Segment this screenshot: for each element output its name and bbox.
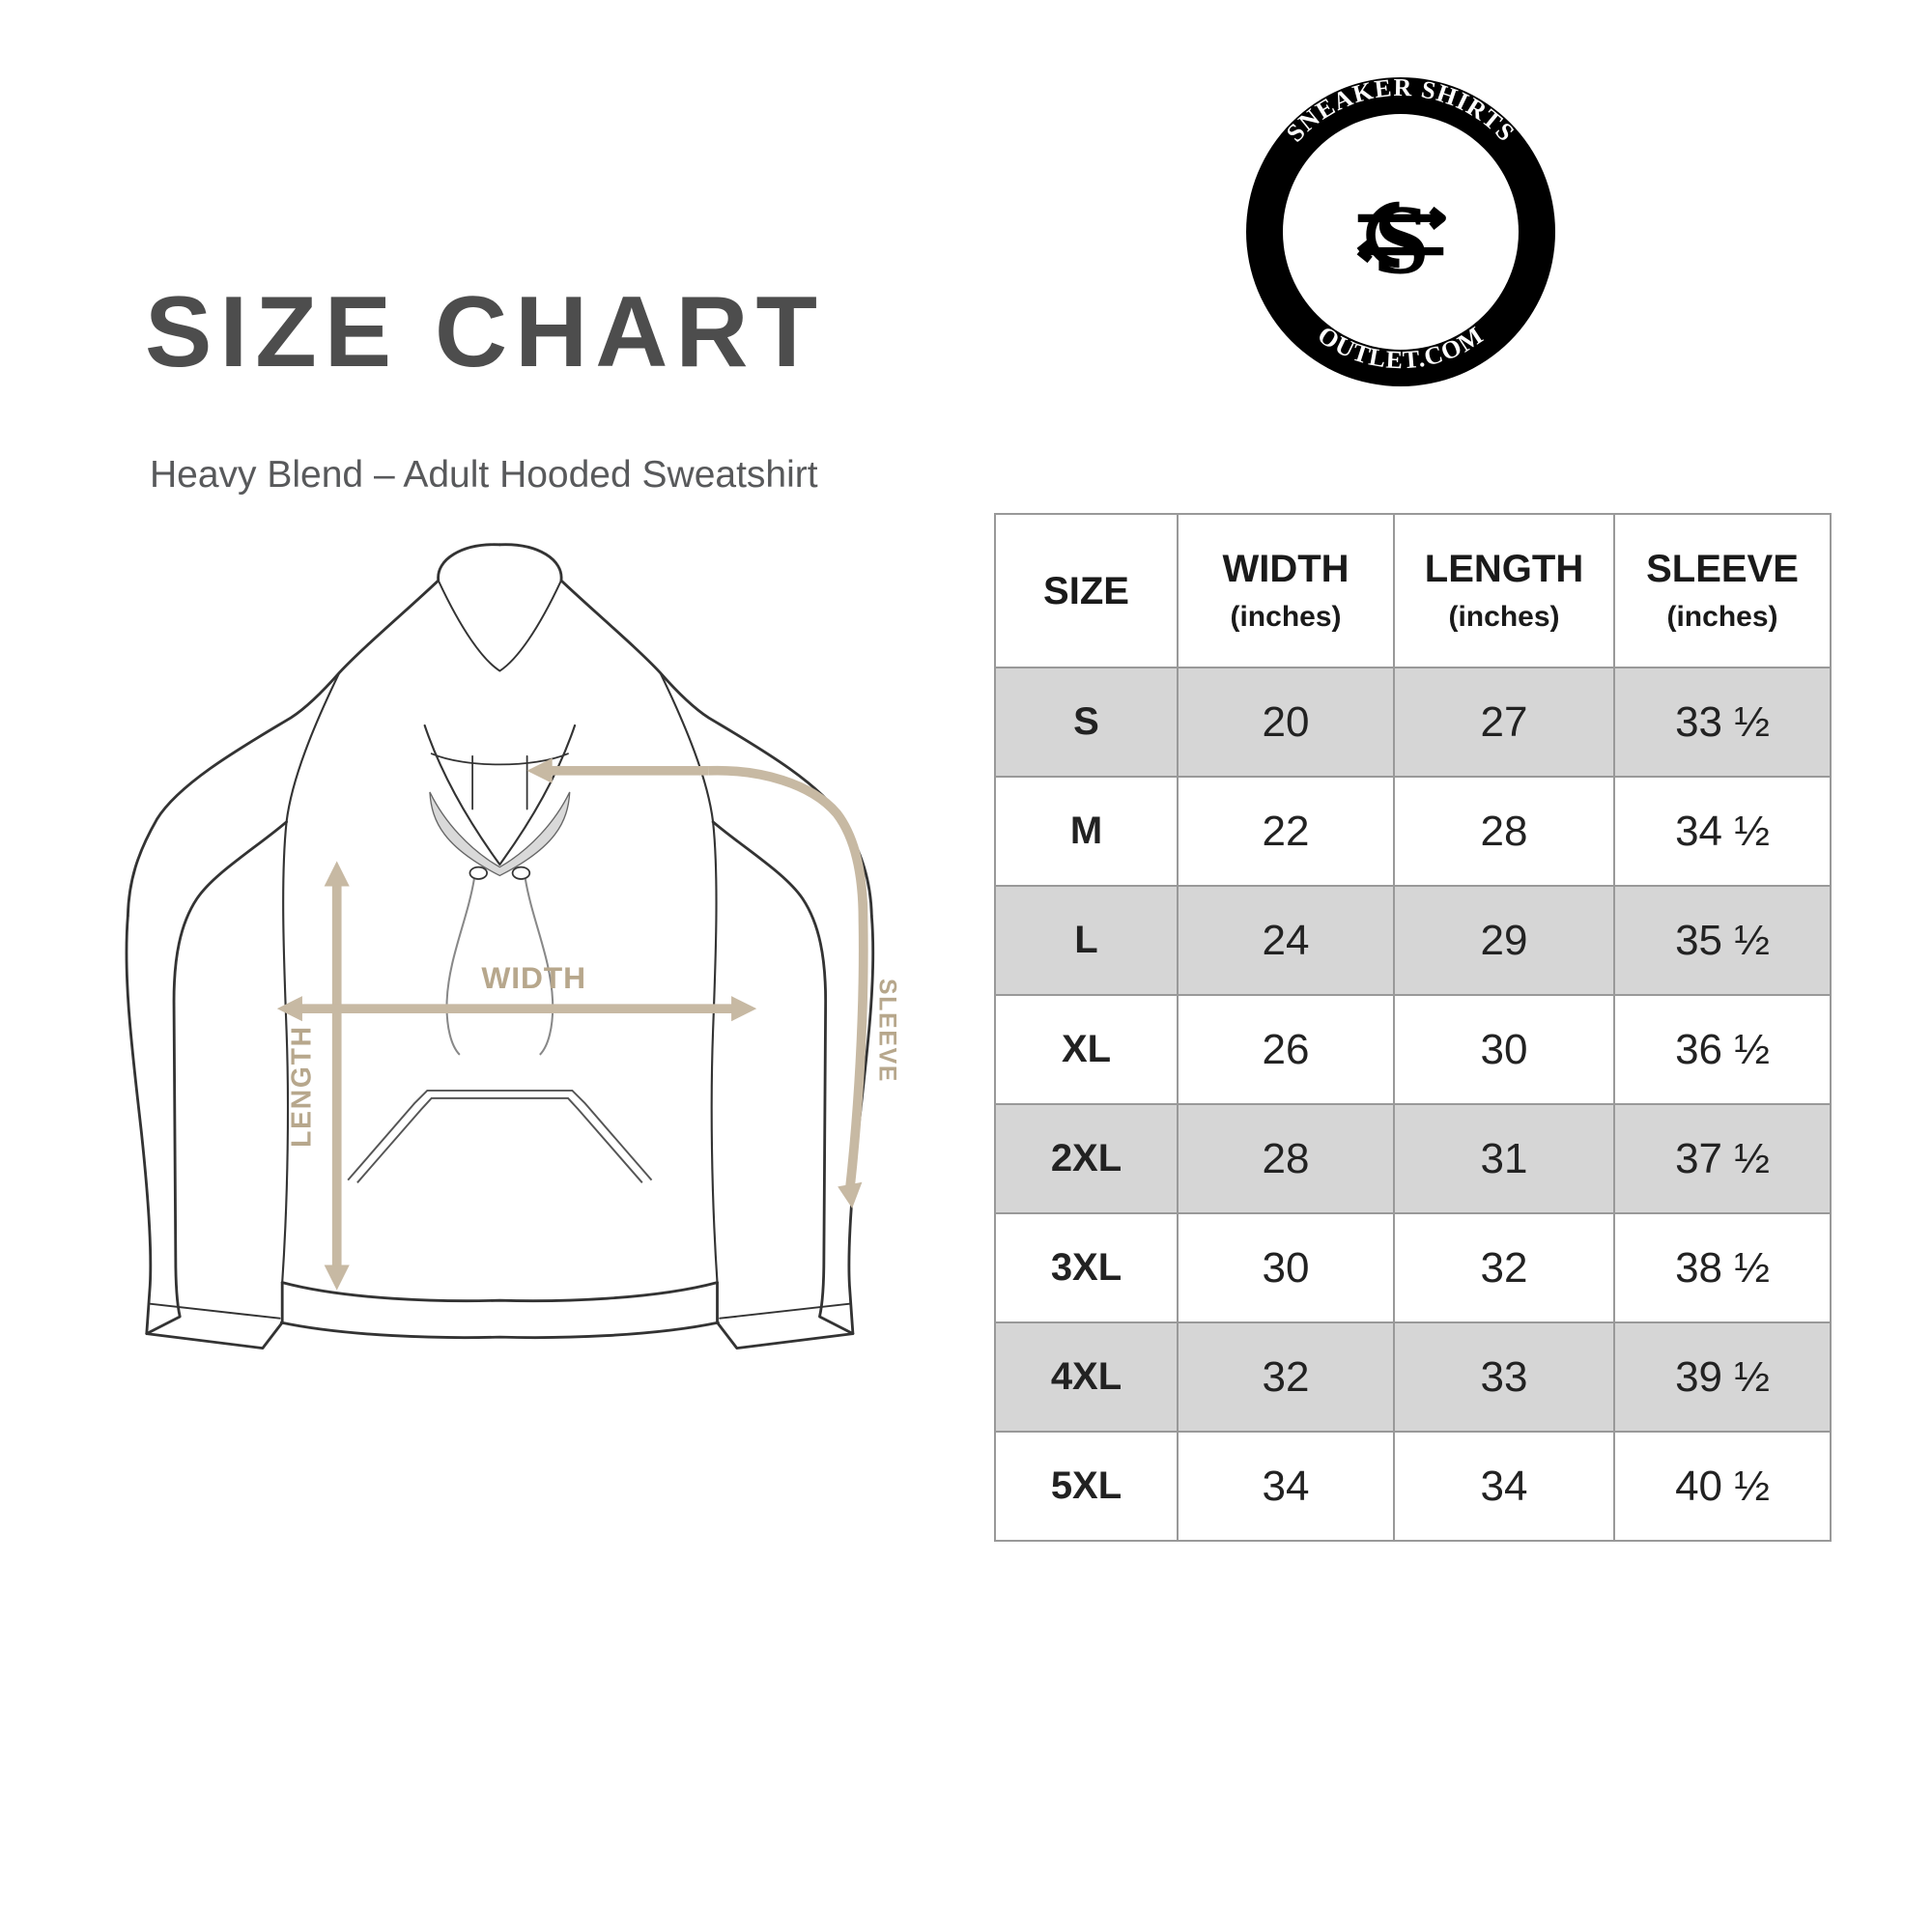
- svg-text:LENGTH: LENGTH: [285, 1025, 316, 1148]
- svg-text:WIDTH: WIDTH: [481, 960, 586, 995]
- svg-text:SLEEVE: SLEEVE: [873, 979, 899, 1083]
